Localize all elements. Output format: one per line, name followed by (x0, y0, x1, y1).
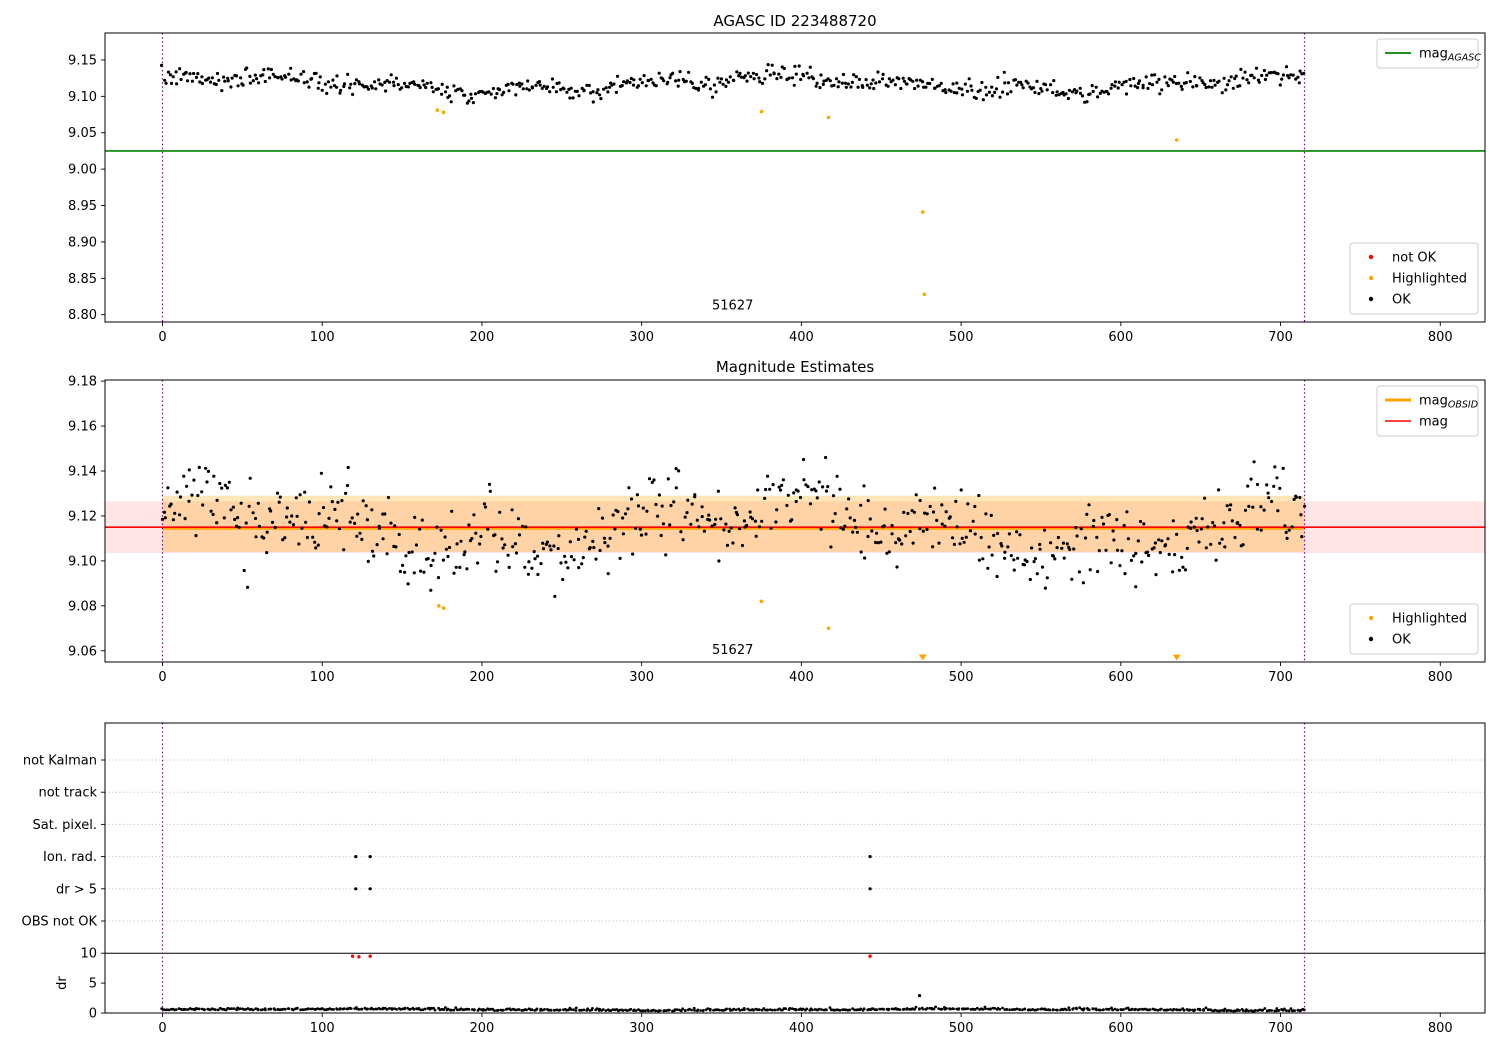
x-tick-label: 700 (1268, 330, 1293, 345)
x-tick-label: 300 (629, 1021, 654, 1036)
y-tick-label: 9.16 (68, 420, 97, 435)
y-tick-label: 9.10 (68, 554, 97, 569)
x-tick-label: 700 (1268, 670, 1293, 685)
axes-frame (104, 379, 1486, 663)
y-tick-label: 9.12 (68, 509, 97, 524)
flag-category-label: not track (38, 786, 97, 801)
axes-frame (104, 722, 1486, 1014)
dr-not-ok-points (350, 954, 872, 959)
x-tick-label: 400 (789, 330, 814, 345)
obsid-label: 51627 (712, 643, 753, 658)
x-tick-label: 200 (470, 330, 495, 345)
dr-axis-label: dr (55, 976, 70, 990)
x-tick-label: 800 (1428, 1021, 1453, 1036)
y-tick-label: 9.14 (68, 465, 97, 480)
x-tick-label: 400 (789, 670, 814, 685)
y-tick-label: 9.06 (68, 644, 97, 659)
legend-box (1376, 38, 1479, 69)
clipped-low-marker (918, 654, 927, 661)
flag-category-label: OBS not OK (22, 915, 98, 930)
legend-dot-sample (1368, 296, 1374, 302)
flag-category-label: dr > 5 (56, 882, 97, 897)
legend-box (1349, 242, 1479, 315)
dr-points (160, 994, 1306, 1013)
y-tick-label: 9.18 (68, 375, 97, 390)
legend-label: OK (1392, 293, 1411, 308)
x-tick-label: 200 (470, 1021, 495, 1036)
x-tick-label: 600 (1108, 670, 1133, 685)
x-tick-label: 400 (789, 1021, 814, 1036)
legend-label: not OK (1392, 251, 1437, 266)
dr-tick-label: 0 (89, 1007, 97, 1022)
y-tick-label: 9.05 (68, 126, 97, 141)
x-tick-label: 600 (1108, 1021, 1133, 1036)
x-tick-label: 100 (310, 670, 335, 685)
legend-box (1349, 603, 1479, 655)
y-tick-label: 9.08 (68, 599, 97, 614)
x-tick-label: 200 (470, 670, 495, 685)
y-tick-label: 8.95 (68, 199, 97, 214)
highlighted-points (435, 108, 1179, 297)
plot1-title: AGASC ID 223488720 (713, 12, 876, 30)
x-tick-label: 0 (158, 1021, 166, 1036)
y-tick-label: 9.10 (68, 90, 97, 105)
x-tick-label: 100 (310, 1021, 335, 1036)
y-tick-label: 9.15 (68, 53, 97, 68)
plot-flags: not Kalman not track Sat. pixel. Ion. rad. d… (22, 722, 1486, 1036)
legend-label: Highlighted (1392, 272, 1467, 287)
x-tick-label: 800 (1428, 330, 1453, 345)
x-tick-label: 0 (158, 330, 166, 345)
dr-tick-label: 5 (89, 977, 97, 992)
legend-label: Highlighted (1392, 612, 1467, 627)
flag-category-label: Ion. rad. (43, 850, 97, 865)
x-tick-label: 700 (1268, 1021, 1293, 1036)
legend-dot-sample (1368, 275, 1374, 281)
ok-points (160, 455, 1307, 599)
y-tick-label: 8.80 (68, 308, 97, 323)
ok-points (160, 63, 1306, 105)
plot2-title: Magnitude Estimates (716, 358, 874, 376)
x-tick-label: 100 (310, 330, 335, 345)
highlighted-points (437, 599, 1181, 661)
x-tick-label: 500 (949, 670, 974, 685)
flag-points (354, 855, 872, 891)
plot-mag-estimates: 51627 0 100 200 300 400 500 600 700 800 9.06 9.08 9.… (68, 375, 1486, 685)
x-tick-label: 500 (949, 330, 974, 345)
legend-dot-sample (1368, 636, 1374, 642)
clipped-low-marker (1172, 654, 1181, 661)
y-tick-label: 8.90 (68, 235, 97, 250)
x-tick-label: 600 (1108, 330, 1133, 345)
legend-label: mag (1419, 415, 1448, 430)
flag-category-label: Sat. pixel. (33, 818, 97, 833)
x-tick-label: 500 (949, 1021, 974, 1036)
legend-label: OK (1392, 633, 1411, 648)
legend-dot-sample (1368, 254, 1374, 260)
x-tick-label: 0 (158, 670, 166, 685)
y-tick-label: 9.00 (68, 163, 97, 178)
axes-frame (104, 32, 1486, 323)
flag-category-label: not Kalman (23, 754, 97, 769)
legend-dot-sample (1368, 615, 1374, 621)
x-tick-label: 300 (629, 330, 654, 345)
plot-agasc-mags: 51627 0 100 200 300 400 500 600 700 800 8.80 8.85 8.… (68, 32, 1486, 345)
x-tick-label: 800 (1428, 670, 1453, 685)
x-tick-label: 300 (629, 670, 654, 685)
obsid-label: 51627 (712, 299, 753, 314)
y-tick-label: 8.85 (68, 272, 97, 287)
dr-tick-label: 10 (80, 947, 97, 962)
